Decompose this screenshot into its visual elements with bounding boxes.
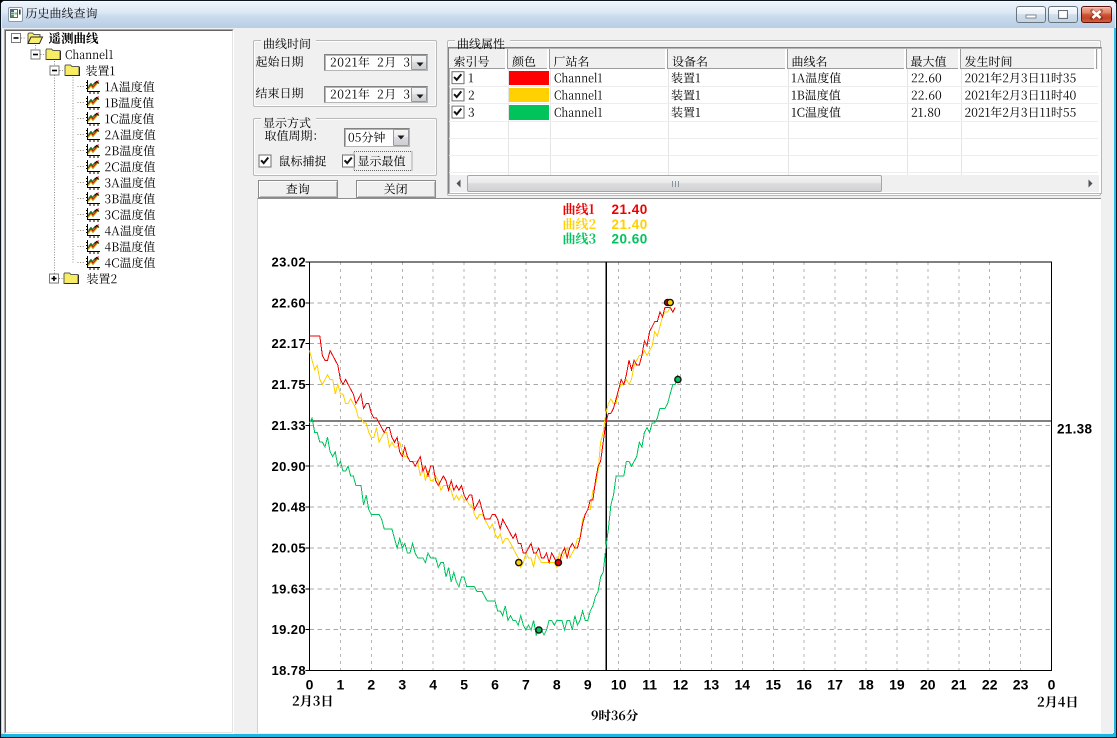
svg-text:22.60: 22.60	[271, 295, 306, 310]
svg-text:20.05: 20.05	[271, 541, 306, 556]
svg-text:20: 20	[920, 677, 936, 693]
svg-text:21.75: 21.75	[271, 377, 306, 392]
svg-text:14: 14	[735, 677, 751, 693]
svg-text:21.33: 21.33	[271, 418, 306, 433]
svg-text:21.40: 21.40	[612, 217, 648, 232]
svg-text:2: 2	[367, 677, 375, 693]
svg-text:18.78: 18.78	[271, 663, 306, 678]
svg-text:15: 15	[766, 677, 782, 693]
svg-text:9: 9	[584, 677, 592, 693]
svg-text:16: 16	[796, 677, 812, 693]
svg-text:20.90: 20.90	[271, 459, 306, 474]
svg-text:8: 8	[553, 677, 561, 693]
svg-text:20.48: 20.48	[271, 500, 306, 515]
svg-text:21.38: 21.38	[1057, 422, 1092, 437]
svg-text:1: 1	[337, 677, 345, 693]
svg-text:3: 3	[398, 677, 406, 693]
svg-text:21.40: 21.40	[612, 202, 648, 217]
svg-text:20.60: 20.60	[612, 231, 648, 246]
svg-text:13: 13	[704, 677, 720, 693]
svg-text:22.17: 22.17	[271, 336, 306, 351]
svg-text:23: 23	[1013, 677, 1029, 693]
svg-text:5: 5	[460, 677, 468, 693]
svg-text:18: 18	[858, 677, 874, 693]
svg-text:11: 11	[642, 677, 657, 693]
svg-text:6: 6	[491, 677, 499, 693]
svg-text:19.63: 19.63	[271, 581, 306, 596]
svg-text:4: 4	[429, 677, 437, 693]
svg-text:19: 19	[889, 677, 905, 693]
svg-text:12: 12	[673, 677, 689, 693]
svg-text:22: 22	[982, 677, 998, 693]
svg-text:10: 10	[611, 677, 627, 693]
svg-text:23.02: 23.02	[271, 255, 306, 270]
svg-text:7: 7	[522, 677, 530, 693]
svg-text:0: 0	[306, 677, 314, 693]
svg-text:21: 21	[951, 677, 967, 693]
svg-text:0: 0	[1048, 677, 1056, 693]
svg-text:19.20: 19.20	[271, 622, 306, 637]
svg-text:17: 17	[827, 677, 843, 693]
